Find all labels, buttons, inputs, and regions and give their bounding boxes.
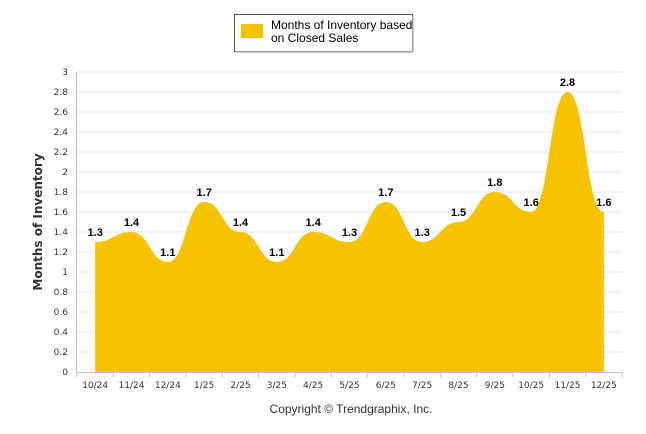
x-tick-label: 12/25 [591,381,617,391]
y-tick-label: 1.6 [54,208,69,218]
x-tick-label: 2/25 [230,381,250,391]
x-tick-label: 11/24 [119,381,145,391]
x-tick-label: 10/25 [518,381,544,391]
copyright-footer: Copyright © Trendgraphix, Inc. [270,402,433,416]
y-tick-label: 0.4 [54,328,69,338]
area-series [95,92,604,372]
x-tick-label: 10/24 [82,381,108,391]
y-tick-labels: 0 0.2 0.4 0.6 0.8 1 1.2 1.4 1.6 1.8 2 2.2 2.4 2.6 2.8 3 [54,68,69,378]
x-tick-label: 4/25 [303,381,323,391]
y-tick-label: 2 [62,168,68,178]
x-tick-label: 9/25 [485,381,505,391]
y-tick-label: 1 [62,268,68,278]
y-axis-title: Months of Inventory [31,153,45,290]
y-tick-label: 0.8 [54,288,69,298]
x-tick-label: 6/25 [376,381,396,391]
x-tick-label: 7/25 [412,381,432,391]
data-label: 1.8 [487,177,502,189]
data-label: 1.6 [596,197,611,209]
y-tick-label: 1.2 [54,248,68,258]
y-tick-label: 2.8 [54,88,69,98]
y-tick-label: 2.4 [54,128,69,138]
x-tick-label: 8/25 [448,381,468,391]
y-tick-label: 0.2 [54,348,68,358]
y-tick-label: 0.6 [54,308,69,318]
data-label: 1.3 [88,227,103,239]
legend[interactable]: Months of Inventory based on Closed Sale… [234,14,414,53]
data-label: 1.3 [415,227,430,239]
y-tick-label: 2.2 [54,148,68,158]
data-label: 1.4 [306,217,322,229]
data-label: 1.3 [342,227,357,239]
data-label: 1.7 [378,187,393,199]
y-tick-label: 0 [62,368,68,378]
legend-label-line1: Months of Inventory based [271,18,412,32]
data-label: 1.4 [233,217,249,229]
data-label: 1.1 [160,247,175,259]
legend-swatch [241,24,263,38]
data-label: 1.4 [124,217,140,229]
x-tick-labels: 10/24 11/24 12/24 1/25 2/25 3/25 4/25 5/25 6/25 7… [82,381,617,391]
x-tick-label: 1/25 [194,381,214,391]
data-label: 1.1 [269,247,284,259]
x-tick-label: 12/24 [155,381,181,391]
x-tick-label: 3/25 [267,381,287,391]
data-labels: 1.3 1.4 1.1 1.7 1.4 1.1 1.4 1.3 1.7 1.3 1.5 1.8 1.6 2… [88,77,612,259]
y-tick-label: 3 [62,68,68,78]
legend-label-line2: on Closed Sales [271,31,358,45]
y-tick-label: 1.4 [54,228,69,238]
data-label: 2.8 [560,77,575,89]
y-tick-label: 1.8 [54,188,69,198]
axes [76,72,623,377]
data-label: 1.7 [197,187,212,199]
x-tick-label: 5/25 [339,381,359,391]
legend-box [234,14,413,52]
x-tick-label: 11/25 [555,381,581,391]
data-label: 1.5 [451,207,466,219]
y-tick-label: 2.6 [54,108,69,118]
data-label: 1.6 [524,197,539,209]
